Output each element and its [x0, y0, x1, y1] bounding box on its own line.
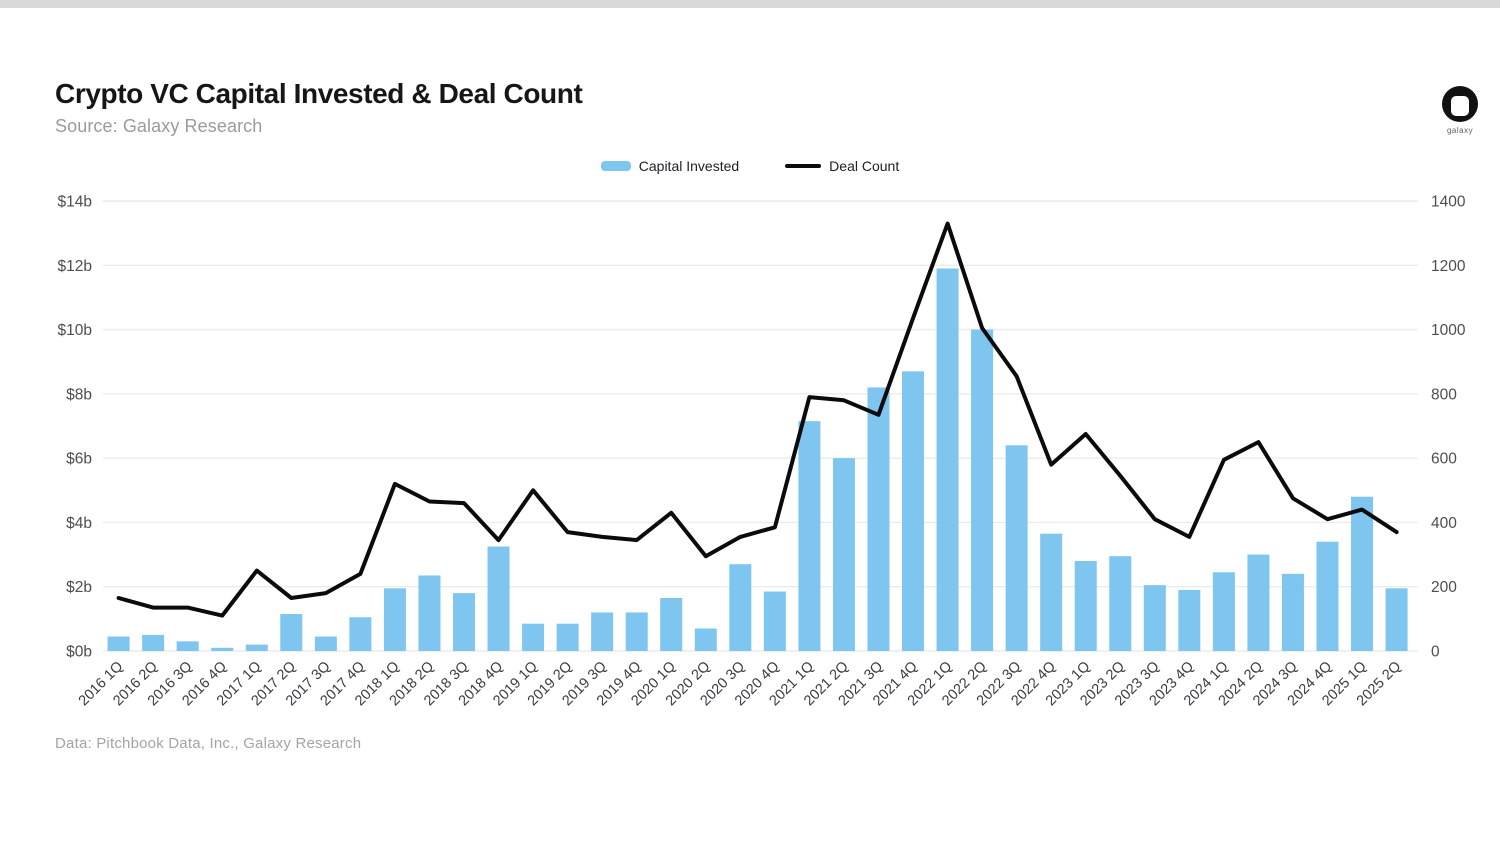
bar-2020-3q	[729, 564, 752, 651]
bar-2016-1q	[107, 636, 130, 651]
bar-2016-4q	[211, 647, 234, 651]
right-axis-tick-label: 1000	[1431, 322, 1466, 339]
right-axis-tick-label: 800	[1431, 386, 1457, 403]
bar-2021-2q	[832, 458, 855, 651]
bar-2017-1q	[245, 644, 268, 651]
bar-2023-1q	[1074, 561, 1097, 651]
deal-count-line	[116, 221, 1399, 618]
bar-2022-3q	[1005, 445, 1028, 651]
left-axis-tick-label: $0b	[66, 644, 92, 661]
legend-item-capital-invested: Capital Invested	[600, 158, 740, 174]
left-axis-tick-label: $12b	[58, 258, 92, 275]
right-axis-tick-label: 1400	[1431, 194, 1466, 211]
bar-2024-3q	[1281, 573, 1304, 651]
galaxy-logo: galaxy	[1438, 86, 1482, 135]
right-axis-tick-label: 1200	[1431, 258, 1466, 275]
bar-2017-4q	[349, 617, 372, 651]
bar-2023-2q	[1109, 556, 1132, 651]
legend-label-capital-invested: Capital Invested	[638, 158, 740, 174]
legend-item-deal-count: Deal Count	[785, 158, 899, 174]
right-axis-tick-label: 600	[1431, 451, 1457, 468]
chart-legend: Capital Invested Deal Count	[0, 158, 1500, 174]
bar-2019-3q	[591, 612, 614, 651]
bar-2025-1q	[1351, 496, 1374, 651]
right-axis-tick-label: 400	[1431, 515, 1457, 532]
right-axis-tick-label: 0	[1431, 644, 1440, 661]
bar-2018-3q	[453, 593, 475, 651]
bar-2022-1q	[936, 268, 959, 651]
legend-label-deal-count: Deal Count	[829, 158, 900, 174]
bar-2018-2q	[418, 575, 441, 651]
data-attribution: Data: Pitchbook Data, Inc., Galaxy Resea…	[55, 735, 362, 752]
page-title: Crypto VC Capital Invested & Deal Count	[55, 78, 583, 109]
bar-2021-4q	[902, 371, 925, 651]
bar-2024-2q	[1247, 554, 1270, 651]
bar-2022-4q	[1040, 533, 1063, 651]
source-subtitle: Source: Galaxy Research	[55, 116, 263, 136]
window-edge-strip	[0, 0, 1500, 8]
left-axis-tick-label: $10b	[58, 322, 92, 339]
bar-2017-2q	[280, 614, 303, 651]
bar-2019-2q	[556, 623, 579, 651]
right-axis-tick-label: 200	[1431, 579, 1457, 596]
bar-2024-1q	[1212, 572, 1235, 651]
galaxy-wordmark: galaxy	[1446, 126, 1474, 135]
bar-2021-1q	[798, 421, 821, 651]
bar-2024-4q	[1316, 541, 1339, 651]
left-axis-tick-label: $2b	[66, 579, 92, 596]
bar-2016-2q	[142, 634, 165, 651]
left-axis-tick-label: $6b	[66, 451, 92, 468]
bar-2018-4q	[487, 546, 510, 651]
deal-count-swatch-icon	[785, 164, 822, 168]
bar-2020-1q	[660, 597, 683, 651]
left-axis-tick-label: $8b	[66, 386, 92, 403]
bar-2019-1q	[522, 623, 545, 651]
bar-2025-2q	[1385, 588, 1408, 651]
capital-invested-swatch-icon	[600, 161, 631, 171]
left-axis-tick-label: $14b	[58, 194, 92, 211]
bar-2020-2q	[694, 628, 717, 651]
galaxy-helmet-icon	[1442, 86, 1478, 122]
bar-2017-3q	[314, 636, 337, 651]
bar-2022-2q	[971, 329, 994, 651]
bar-2018-1q	[383, 588, 406, 651]
bar-2023-3q	[1143, 585, 1166, 651]
bar-2020-4q	[763, 591, 786, 651]
bar-2019-4q	[625, 612, 648, 651]
bar-2016-3q	[176, 641, 199, 651]
bar-2023-4q	[1178, 589, 1201, 651]
left-axis-tick-label: $4b	[66, 515, 92, 532]
bar-2021-3q	[867, 387, 890, 651]
